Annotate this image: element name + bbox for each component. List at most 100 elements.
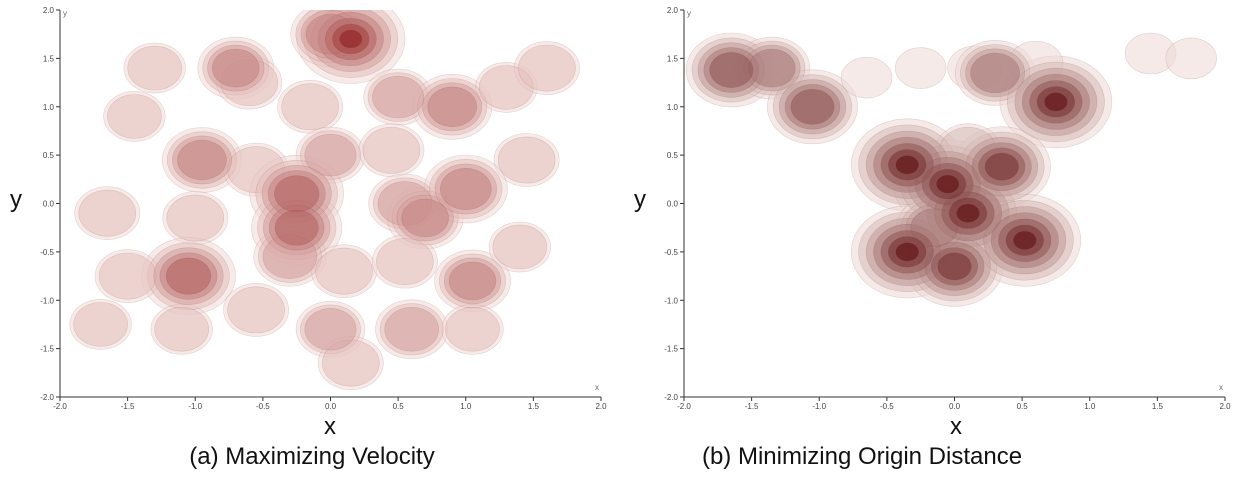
density-contour [384,307,440,352]
panel-minimizing-origin-distance: 2.0 1.5 1.0 0.5 0.0 -0.5 -1.0 -1.5 -2.0 -2.0 -1.5… [624,0,1236,482]
panel-maximizing-velocity: 2.0 1.5 1.0 0.5 0.0 -0.5 -1.0 -1.5 -2.0 -2.0 -1.5… [0,0,612,482]
density-contour [970,52,1020,94]
y-axis-label-a: y [10,186,22,213]
x-tick-label: 0.0 [325,402,337,411]
density-plot-a: 2.0 1.5 1.0 0.5 0.0 -0.5 -1.0 -1.5 -2.0 -2.0 -1.5… [10,6,607,470]
density-contour [1044,92,1068,112]
x-tick-label: -2.0 [53,402,67,411]
x-tick-label: -2.0 [677,402,691,411]
density-plot-b: 2.0 1.5 1.0 0.5 0.0 -0.5 -1.0 -1.5 -2.0 -2.0 -1.5… [634,6,1231,470]
y-tick-label: 1.0 [43,103,55,112]
y-tick-label: 1.5 [667,54,679,63]
density-contour [497,136,556,184]
density-contour [1165,37,1217,80]
density-contour [936,174,960,194]
y-axis-end-label-a: y [63,9,67,18]
density-contours-b [685,32,1217,307]
density-contour [372,75,425,119]
density-contour [315,247,373,295]
y-tick-label: -0.5 [40,248,54,257]
density-contour [895,155,919,175]
x-tick-label: 1.0 [1084,402,1096,411]
y-tick-label: -1.0 [664,296,678,305]
caption-b: (b) Minimizing Origin Distance [702,443,1022,470]
density-contour [304,133,357,177]
density-contour [895,242,919,262]
x-ticks-a: -2.0 -1.5 -1.0 -0.5 0.0 0.5 1.0 1.5 2.0 [53,397,607,411]
y-tick-label: 2.0 [43,6,55,15]
density-contour [127,45,182,91]
x-axis-end-label-a: x [595,383,599,392]
y-axis-label-b: y [634,186,646,213]
x-tick-label: 1.5 [528,402,540,411]
density-contour [984,152,1019,181]
caption-a: (a) Maximizing Velocity [189,443,434,470]
x-tick-label: -1.5 [121,402,135,411]
x-axis-end-label-b: x [1219,383,1223,392]
y-ticks-a: 2.0 1.5 1.0 0.5 0.0 -0.5 -1.0 -1.5 -2.0 [40,6,60,402]
density-contour [227,286,285,334]
y-tick-label: 1.5 [43,54,55,63]
x-ticks-b: -2.0 -1.5 -1.0 -0.5 0.0 0.5 1.0 1.5 2.0 [677,397,1231,411]
density-contour [166,194,225,242]
density-contour [212,48,260,88]
density-contour [177,139,227,181]
x-tick-label: -1.5 [745,402,759,411]
density-contour [376,238,434,286]
density-contour [98,252,157,300]
density-contour [1013,230,1037,250]
density-contour [895,47,947,89]
x-tick-label: 1.0 [460,402,472,411]
y-tick-label: -1.0 [40,296,54,305]
density-contour [439,168,492,211]
x-tick-label: 0.0 [949,402,961,411]
x-tick-label: 2.0 [1219,402,1231,411]
y-ticks-b: 2.0 1.5 1.0 0.5 0.0 -0.5 -1.0 -1.5 -2.0 [664,6,684,402]
density-contour [427,86,478,128]
density-contour [401,198,449,238]
density-contour [107,94,162,139]
density-contour [790,88,835,125]
density-contours-a [69,10,580,390]
x-tick-label: 0.5 [393,402,405,411]
density-contour [165,257,212,295]
y-tick-label: 0.5 [667,151,679,160]
density-contour [274,209,319,246]
density-contour [956,203,980,223]
x-tick-label: -0.5 [880,402,894,411]
density-contour [840,56,893,99]
x-tick-label: -0.5 [256,402,270,411]
y-tick-label: -0.5 [664,248,678,257]
y-tick-label: -2.0 [664,393,678,402]
density-contour [748,48,796,88]
x-tick-label: 0.5 [1017,402,1029,411]
y-tick-label: 0.0 [667,200,679,209]
density-contour [73,302,128,347]
density-contour [445,307,500,352]
x-tick-label: -1.0 [188,402,202,411]
density-contour [937,252,972,281]
y-tick-label: 0.0 [43,200,55,209]
y-tick-label: -1.5 [664,345,678,354]
x-tick-label: 2.0 [595,402,607,411]
x-axis-label-a: x [324,413,336,440]
density-contour [304,308,357,351]
y-axis-end-label-b: y [687,9,691,18]
density-contour [709,52,754,88]
density-contour [78,189,137,237]
y-tick-label: 1.0 [667,103,679,112]
density-contour [274,175,320,213]
density-contour [154,307,209,352]
density-contour [492,224,548,270]
x-tick-label: 1.5 [1152,402,1164,411]
y-tick-label: 0.5 [43,151,55,160]
density-contour [518,44,576,92]
density-contour [448,261,497,301]
density-contour [281,83,340,131]
density-contour [339,29,363,49]
y-tick-label: 2.0 [667,6,679,15]
y-tick-label: -2.0 [40,393,54,402]
y-tick-label: -1.5 [40,345,54,354]
density-contour [362,126,421,174]
x-tick-label: -1.0 [812,402,826,411]
